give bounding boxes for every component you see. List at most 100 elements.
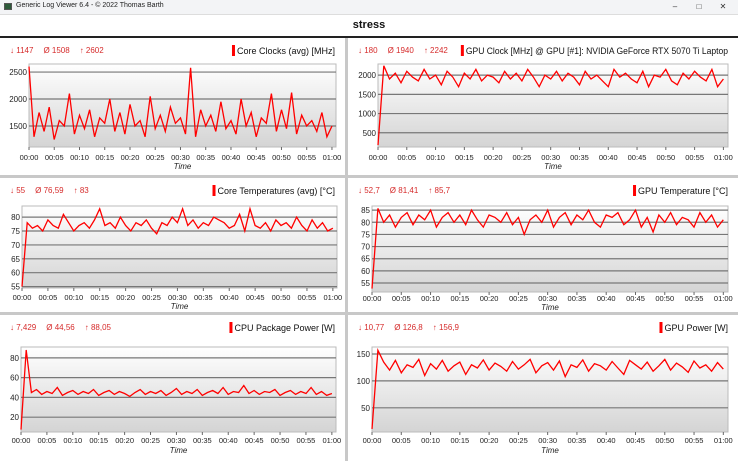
x-tick-label: 00:10 xyxy=(421,294,440,303)
x-tick-label: 01:00 xyxy=(714,436,733,445)
x-tick-label: 00:40 xyxy=(599,153,618,162)
x-tick-label: 00:25 xyxy=(142,293,161,302)
x-tick-label: 00:15 xyxy=(455,153,474,162)
stat-min: ↓ 10,77 xyxy=(358,323,385,332)
y-tick-label: 80 xyxy=(10,354,19,363)
x-tick-label: 00:30 xyxy=(168,293,187,302)
chart-core-temperatures[interactable]: ↓ 55 Ø 76,59 ↑ 83 Core Temperatures (avg) [… xyxy=(0,178,345,312)
chart-panel-core-clocks: ↓ 1147 Ø 1508 ↑ 2602 Core Clocks (avg) [MHz… xyxy=(0,38,345,175)
chart-panel-cpu-package-power: ↓ 7,429 Ø 44,56 ↑ 88,05 CPU Package Power [… xyxy=(0,315,345,461)
legend-swatch xyxy=(212,185,216,196)
app-icon xyxy=(4,3,12,10)
legend-title: Core Temperatures (avg) [°C] xyxy=(218,186,335,196)
y-tick-label: 2000 xyxy=(9,95,27,104)
maximize-icon: □ xyxy=(696,2,702,11)
x-tick-label: 00:00 xyxy=(363,436,382,445)
x-tick-label: 00:50 xyxy=(272,293,291,302)
x-axis-label: Time xyxy=(544,162,562,171)
x-tick-label: 00:50 xyxy=(655,294,674,303)
x-tick-label: 00:10 xyxy=(421,436,440,445)
x-tick-label: 00:50 xyxy=(271,436,290,445)
legend-title: Core Clocks (avg) [MHz] xyxy=(237,46,335,56)
x-axis-label: Time xyxy=(541,446,559,455)
x-tick-label: 00:20 xyxy=(116,293,135,302)
y-tick-label: 50 xyxy=(361,404,370,413)
series-line xyxy=(377,65,724,146)
y-tick-label: 55 xyxy=(11,283,20,292)
close-button[interactable]: ✕ xyxy=(712,0,734,14)
x-tick-label: 00:30 xyxy=(541,153,560,162)
minimize-button[interactable]: – xyxy=(664,0,686,14)
legend-swatch xyxy=(633,185,637,196)
x-tick-label: 00:45 xyxy=(626,436,645,445)
x-tick-label: 00:55 xyxy=(297,436,316,445)
y-tick-label: 75 xyxy=(11,227,20,236)
x-tick-label: 00:10 xyxy=(426,153,445,162)
maximize-button[interactable]: □ xyxy=(688,0,710,14)
x-tick-label: 00:20 xyxy=(484,153,503,162)
chart-panel-core-temperatures: ↓ 55 Ø 76,59 ↑ 83 Core Temperatures (avg) [… xyxy=(0,178,345,312)
x-tick-label: 00:25 xyxy=(509,436,528,445)
x-tick-label: 00:15 xyxy=(95,153,114,162)
x-tick-label: 00:10 xyxy=(64,293,83,302)
x-tick-label: 00:05 xyxy=(392,294,411,303)
x-tick-label: 00:05 xyxy=(38,436,57,445)
x-tick-label: 01:00 xyxy=(714,294,733,303)
y-tick-label: 2000 xyxy=(358,71,376,80)
x-tick-label: 00:20 xyxy=(480,436,499,445)
x-tick-label: 00:55 xyxy=(685,153,704,162)
stat-max: ↑ 85,7 xyxy=(428,186,450,195)
x-tick-label: 00:00 xyxy=(363,294,382,303)
x-tick-label: 00:15 xyxy=(90,293,109,302)
x-tick-label: 00:35 xyxy=(194,293,213,302)
stat-avg: Ø 126,8 xyxy=(394,323,423,332)
chart-gpu-clock[interactable]: ↓ 180 Ø 1940 ↑ 2242 GPU Clock [MHz] @ GPU [… xyxy=(348,38,738,175)
x-tick-label: 00:45 xyxy=(247,153,266,162)
chart-gpu-temperature[interactable]: ↓ 52,7 Ø 81,41 ↑ 85,7 GPU Temperature [°C] 5… xyxy=(348,178,738,312)
x-tick-label: 00:45 xyxy=(628,153,647,162)
x-tick-label: 00:50 xyxy=(656,153,675,162)
series-line xyxy=(371,347,724,429)
x-tick-label: 00:05 xyxy=(39,293,58,302)
x-tick-label: 00:15 xyxy=(450,294,469,303)
minimize-icon: – xyxy=(672,2,678,11)
y-tick-label: 60 xyxy=(11,269,20,278)
y-tick-label: 40 xyxy=(10,393,19,402)
x-tick-label: 00:55 xyxy=(685,436,704,445)
stat-max: ↑ 88,05 xyxy=(85,323,112,332)
stat-avg: Ø 81,41 xyxy=(390,186,419,195)
chart-cpu-package-power[interactable]: ↓ 7,429 Ø 44,56 ↑ 88,05 CPU Package Power [… xyxy=(0,315,345,461)
panel-divider xyxy=(345,38,348,461)
x-tick-label: 00:20 xyxy=(115,436,134,445)
close-icon: ✕ xyxy=(719,2,727,11)
chart-panel-gpu-temperature: ↓ 52,7 Ø 81,41 ↑ 85,7 GPU Temperature [°C] 5… xyxy=(348,178,738,312)
chart-panel-gpu-clock: ↓ 180 Ø 1940 ↑ 2242 GPU Clock [MHz] @ GPU [… xyxy=(348,38,738,175)
plot-area xyxy=(21,205,338,289)
y-tick-label: 1500 xyxy=(9,122,27,131)
x-tick-label: 00:05 xyxy=(392,436,411,445)
x-tick-label: 00:20 xyxy=(121,153,140,162)
legend-swatch xyxy=(460,45,464,56)
y-tick-label: 60 xyxy=(10,374,19,383)
stat-max: ↑ 83 xyxy=(74,186,90,195)
series-line xyxy=(21,206,334,287)
x-tick-label: 01:00 xyxy=(323,153,342,162)
chart-core-clocks[interactable]: ↓ 1147 Ø 1508 ↑ 2602 Core Clocks (avg) [MHz… xyxy=(0,38,345,175)
x-tick-label: 00:40 xyxy=(597,294,616,303)
stat-avg: Ø 76,59 xyxy=(35,186,64,195)
legend-swatch xyxy=(659,322,663,333)
y-tick-label: 100 xyxy=(357,377,371,386)
x-tick-label: 00:00 xyxy=(13,293,32,302)
x-tick-label: 00:40 xyxy=(597,436,616,445)
legend-title: GPU Temperature [°C] xyxy=(638,186,728,196)
y-tick-label: 70 xyxy=(361,243,370,252)
x-tick-label: 01:00 xyxy=(322,436,341,445)
chart-gpu-power[interactable]: ↓ 10,77 Ø 126,8 ↑ 156,9 GPU Power [W] 50 100 1… xyxy=(348,315,738,461)
y-tick-label: 1500 xyxy=(358,90,376,99)
plot-area xyxy=(28,63,337,148)
plot-area xyxy=(371,205,729,293)
y-tick-label: 70 xyxy=(11,241,20,250)
y-tick-label: 55 xyxy=(361,279,370,288)
log-title: stress xyxy=(352,19,386,31)
chart-panel-gpu-power: ↓ 10,77 Ø 126,8 ↑ 156,9 GPU Power [W] 50 100 1… xyxy=(348,315,738,461)
